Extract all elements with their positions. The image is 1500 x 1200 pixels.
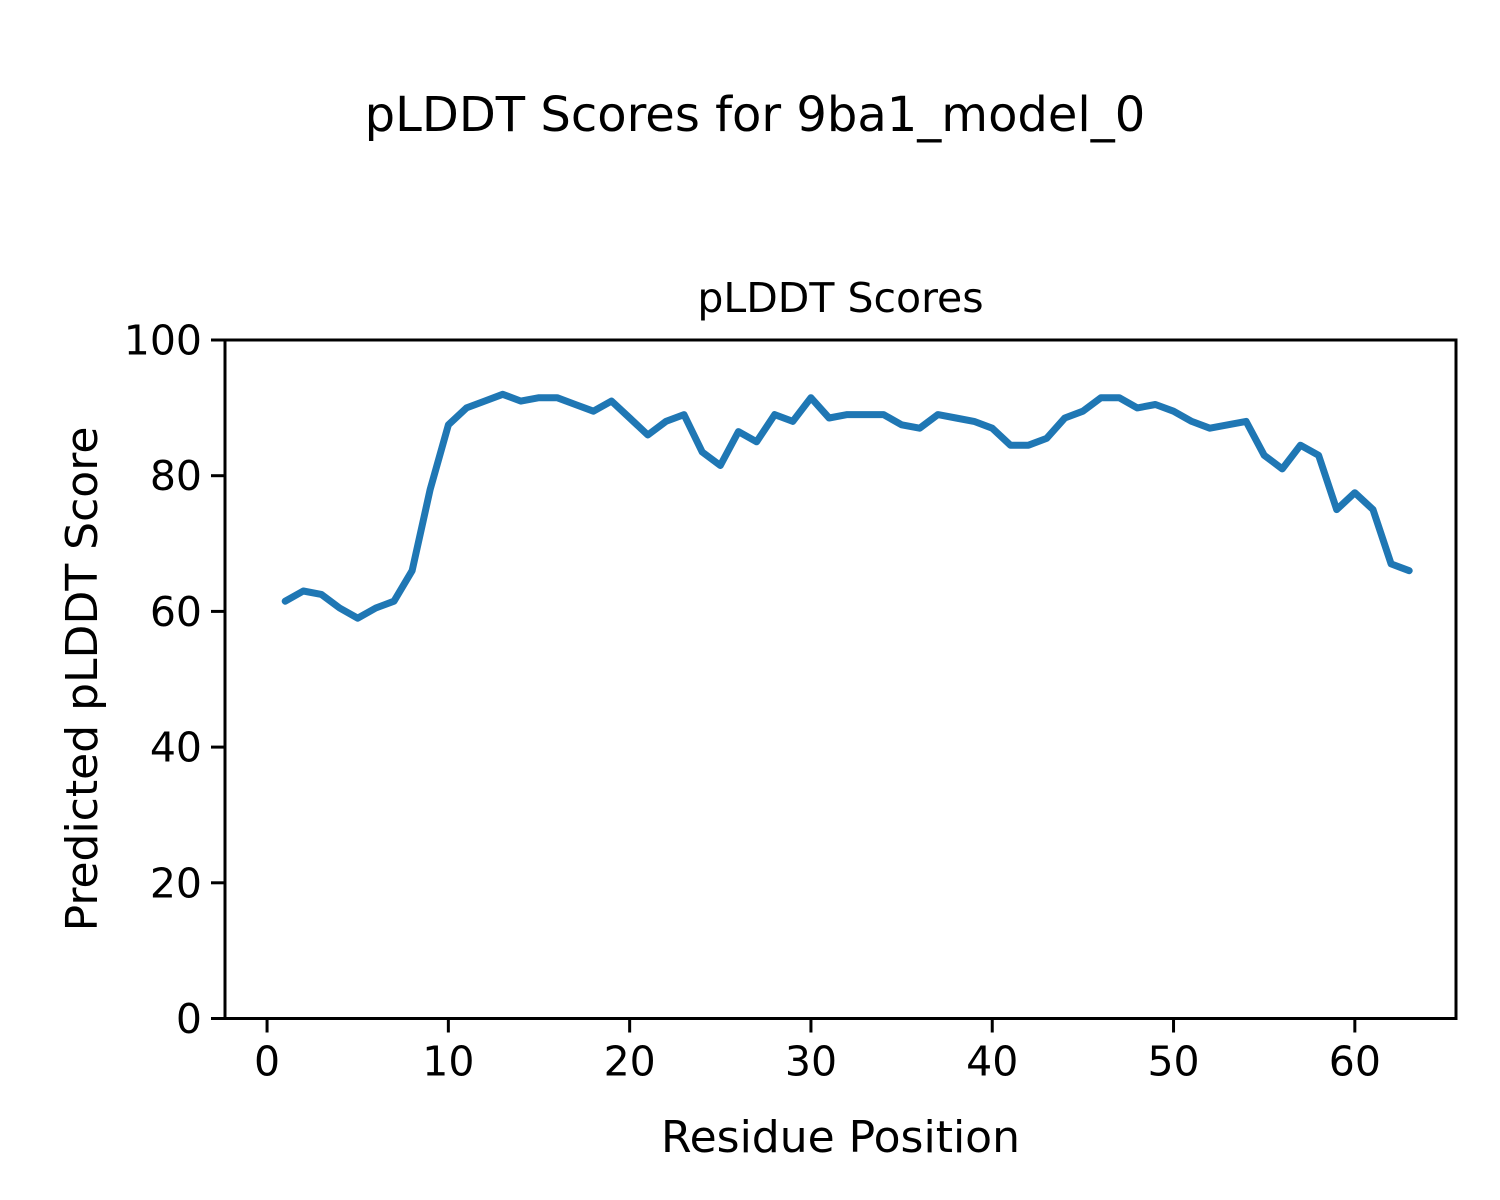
y-tick-label: 100: [124, 317, 202, 365]
x-tick-label: 20: [604, 1038, 656, 1086]
x-tick-label: 60: [1329, 1038, 1381, 1086]
x-tick-label: 50: [1147, 1038, 1199, 1086]
y-axis-label: Predicted pLDDT Score: [57, 427, 108, 932]
y-tick-label: 20: [150, 859, 202, 907]
y-tick-label: 80: [150, 452, 202, 500]
x-tick-label: 40: [966, 1038, 1018, 1086]
chart-title: pLDDT Scores: [697, 274, 983, 322]
figure-suptitle: pLDDT Scores for 9ba1_model_0: [365, 87, 1146, 143]
x-tick-label: 30: [785, 1038, 837, 1086]
y-axis-ticks: 0 20 40 60 80 100: [124, 317, 225, 1043]
plddt-score-line: [281, 390, 1413, 622]
x-axis-ticks: 0 10 20 30 40 50 60: [254, 1018, 1381, 1086]
x-axis-label: Residue Position: [661, 1112, 1020, 1163]
y-tick-label: 40: [150, 724, 202, 772]
x-tick-label: 10: [422, 1038, 474, 1086]
plot-border: [223, 338, 1458, 1020]
x-tick-label: 0: [254, 1038, 280, 1086]
y-tick-label: 60: [150, 588, 202, 636]
y-tick-label: 0: [176, 995, 202, 1043]
